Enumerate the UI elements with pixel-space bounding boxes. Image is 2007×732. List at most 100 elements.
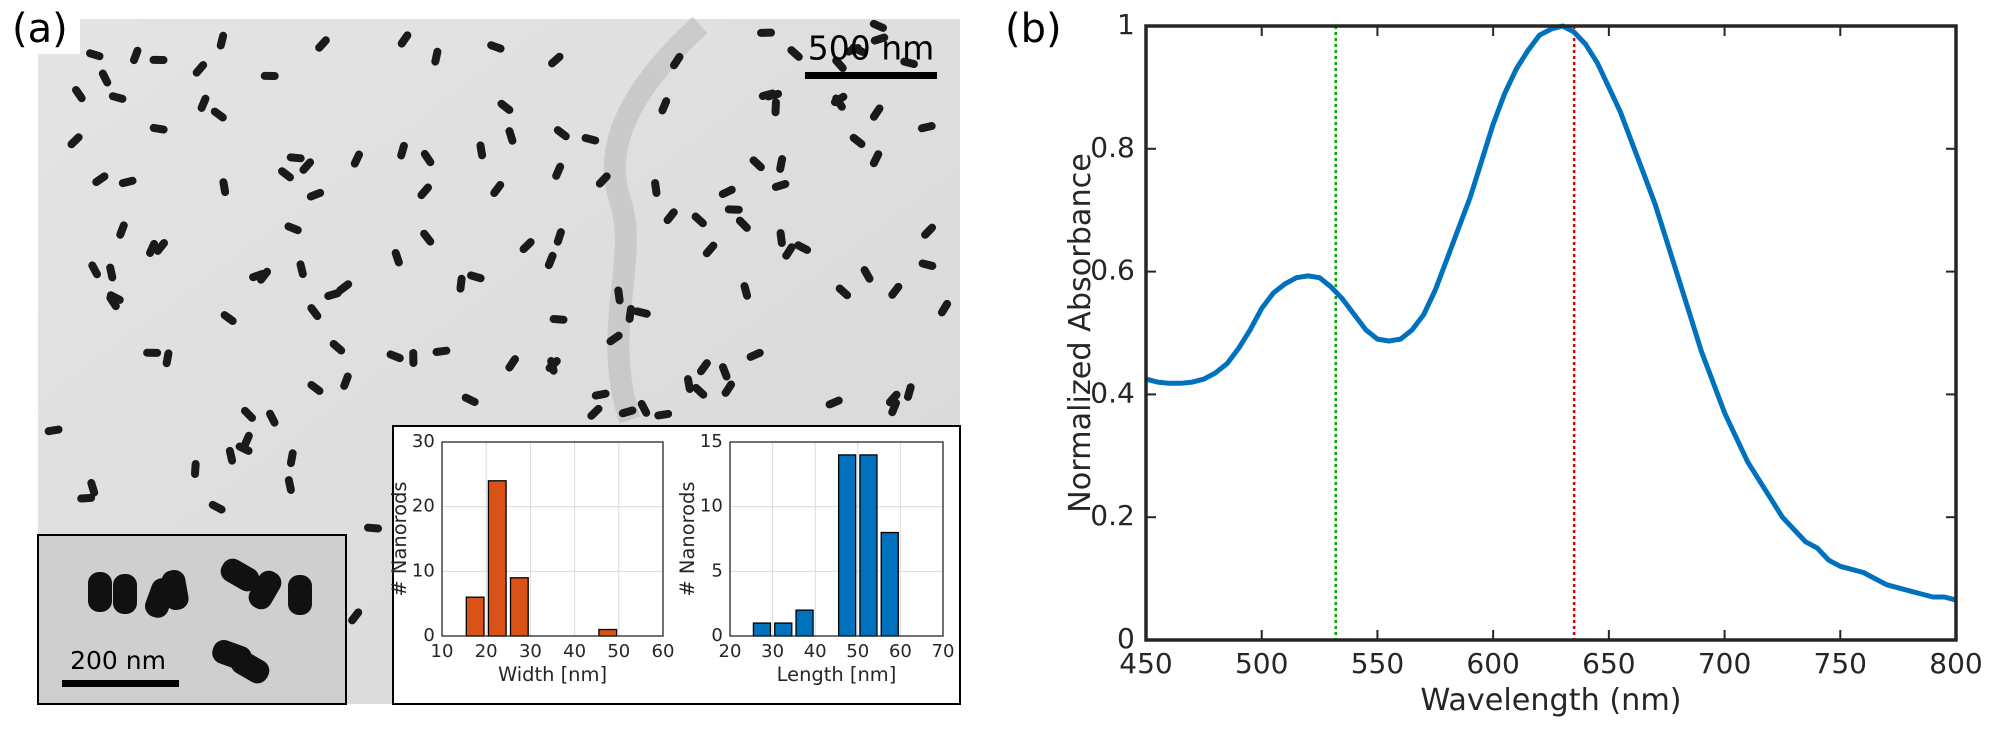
nanorod	[118, 176, 137, 188]
nanorod	[764, 89, 783, 101]
nanorod	[420, 149, 435, 167]
histogram-bar	[509, 577, 529, 637]
y-tick-label: 0	[711, 625, 722, 646]
nanorod	[219, 178, 230, 197]
nanorod	[553, 228, 565, 246]
nanorod	[286, 449, 297, 468]
histogram-bar	[774, 622, 793, 637]
x-tick-label: 60	[889, 641, 912, 662]
nanorod	[553, 126, 570, 141]
nanorod	[505, 355, 519, 372]
x-tick-label: 40	[804, 641, 827, 662]
nanorod	[456, 274, 466, 293]
nanorod	[106, 293, 120, 311]
nanorod	[431, 47, 442, 66]
nanorod	[724, 205, 743, 214]
plot-area	[730, 442, 943, 636]
y-tick-label: 0.2	[1090, 499, 1135, 532]
y-tick-label: 10	[700, 496, 723, 517]
nanorod	[519, 238, 535, 254]
nanorod	[216, 31, 228, 50]
film-fold	[603, 16, 708, 424]
nanorod	[654, 409, 673, 420]
x-tick-label: 600	[1466, 647, 1519, 680]
nanorod	[397, 31, 412, 48]
nanorod	[143, 348, 162, 357]
nanorod	[900, 57, 918, 69]
nanorod	[849, 133, 866, 148]
nanorod	[225, 446, 237, 465]
nanorod	[307, 304, 322, 321]
x-tick-label: 30	[761, 641, 784, 662]
x-tick-label: 500	[1235, 647, 1288, 680]
nanorod	[918, 259, 937, 270]
nanorod	[161, 569, 189, 611]
nanorod	[461, 393, 479, 406]
nanorod	[162, 349, 173, 368]
x-tick-label: 700	[1698, 647, 1751, 680]
nanorod	[348, 608, 363, 625]
x-tick-label: 750	[1814, 647, 1867, 680]
nanorod	[329, 339, 346, 355]
nanorod	[581, 134, 600, 145]
nanorod	[869, 150, 883, 168]
nanorod	[782, 243, 796, 260]
histogram-bar	[795, 609, 814, 637]
x-tick-label: 40	[563, 641, 586, 662]
nanorod	[386, 350, 404, 363]
x-axis-label: Length [nm]	[777, 663, 897, 686]
nanorod	[552, 162, 565, 180]
nanorod	[210, 107, 227, 122]
nanorod	[921, 223, 937, 239]
nanorod	[153, 239, 169, 255]
nanorod	[284, 222, 302, 235]
y-tick-label: 20	[412, 496, 435, 517]
nanorod	[746, 348, 764, 361]
nanorod	[149, 55, 168, 64]
nanorod	[606, 331, 623, 346]
nanorod	[633, 307, 651, 318]
nanorod	[284, 476, 295, 494]
nanorod	[149, 123, 168, 134]
nanorod	[476, 141, 487, 160]
nanorod	[702, 241, 718, 258]
nanorod	[870, 33, 889, 45]
nanorod	[757, 28, 776, 37]
x-tick-label: 50	[846, 641, 869, 662]
y-axis-label: # Nanorods	[676, 481, 699, 596]
nanorod	[849, 43, 867, 56]
y-tick-label: 0.8	[1090, 131, 1135, 164]
nanorod	[832, 56, 847, 73]
y-tick-label: 5	[711, 560, 722, 581]
nanorod	[692, 383, 708, 399]
plot-area	[1146, 26, 1956, 640]
nanorod	[869, 104, 884, 121]
x-axis-label: Width [nm]	[498, 663, 607, 686]
scale-bar-label: 500 nm	[808, 29, 935, 68]
y-tick-label: 0.6	[1090, 254, 1135, 287]
histogram-bar	[837, 454, 857, 637]
nanorod	[417, 183, 433, 200]
nanorod	[545, 357, 561, 372]
nanorod	[497, 99, 514, 114]
y-axis-label: Normalized Absorbance	[1063, 153, 1098, 513]
x-tick-label: 650	[1582, 647, 1635, 680]
nanorod	[278, 167, 294, 182]
nanorod	[391, 248, 403, 267]
nanorods	[43, 19, 952, 625]
x-tick-label: 60	[652, 641, 675, 662]
scale-bar	[62, 680, 179, 687]
x-tick-label: 10	[431, 641, 454, 662]
nanorod	[467, 271, 485, 283]
nanorod	[888, 398, 901, 417]
nanorod	[787, 46, 803, 61]
nanorod	[98, 69, 112, 87]
nanorod	[240, 406, 257, 422]
nanorod	[670, 52, 684, 70]
axes-box	[1144, 24, 1958, 642]
nanorod	[92, 172, 109, 187]
nanorod	[618, 406, 637, 418]
histogram-bar	[752, 622, 772, 637]
nanorod	[614, 286, 624, 305]
